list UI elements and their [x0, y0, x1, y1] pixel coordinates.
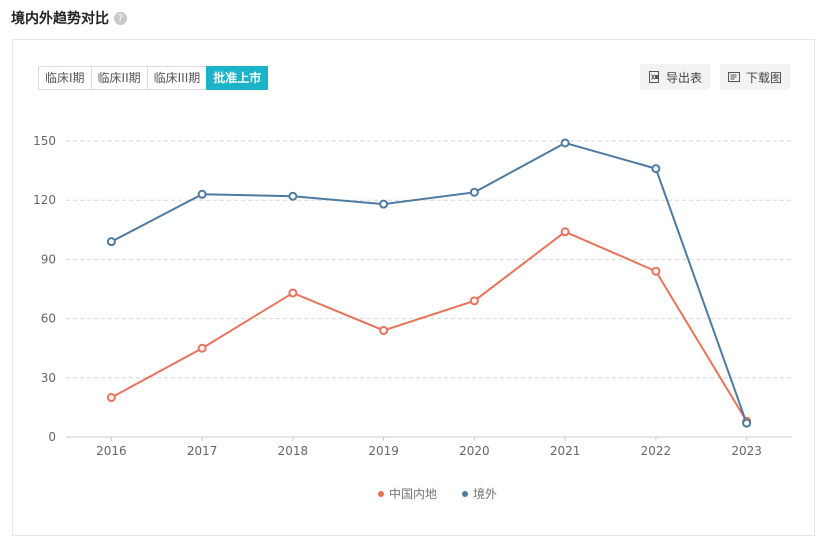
export-label: 导出表	[665, 70, 702, 85]
data-point	[651, 164, 661, 174]
y-tick-label: 120	[33, 193, 56, 207]
header: 境内外趋势对比 ?	[11, 8, 127, 28]
data-point	[651, 266, 661, 276]
legend-marker	[378, 491, 384, 497]
data-point	[197, 343, 207, 353]
tab-approved[interactable]: 批准上市	[206, 66, 269, 90]
excel-icon	[648, 71, 659, 83]
y-tick-label: 150	[33, 134, 56, 148]
data-point	[379, 325, 389, 335]
legend-marker	[462, 491, 468, 497]
phase-tabs: 临床I期 临床II期 临床III期 批准上市	[38, 66, 269, 90]
legend: 中国内地 境外	[378, 486, 497, 501]
data-point	[288, 288, 298, 298]
export-table-button[interactable]: 导出表	[639, 64, 710, 90]
data-point	[379, 199, 389, 209]
data-point	[560, 138, 570, 148]
axes: 0 30 60 90 120 150 2016 2017 2018 2019 2020 2021 202…	[33, 134, 792, 458]
series	[106, 138, 752, 428]
data-point	[469, 187, 479, 197]
legend-label: 境外	[473, 486, 497, 501]
x-tick-label: 2019	[368, 444, 399, 458]
tab-phase-1[interactable]: 临床I期	[38, 66, 92, 90]
y-tick-label: 90	[41, 252, 56, 266]
x-tick-label: 2021	[550, 444, 581, 458]
x-tick-label: 2020	[459, 444, 490, 458]
y-tick-label: 0	[48, 430, 56, 444]
data-point	[106, 393, 116, 403]
tab-phase-3[interactable]: 临床III期	[146, 66, 208, 90]
download-label: 下载图	[745, 70, 782, 85]
toolbar: 导出表 下载图	[639, 64, 790, 90]
data-point	[197, 189, 207, 199]
page-title: 境内外趋势对比	[11, 11, 109, 27]
series-line	[110, 141, 748, 424]
x-tick-label: 2023	[731, 444, 762, 458]
series-line	[110, 230, 748, 422]
chart-card: 临床I期 临床II期 临床III期 批准上市 导出表 下载图 0 30 60 90 12…	[12, 39, 815, 536]
x-tick-label: 2016	[96, 444, 127, 458]
legend-label: 中国内地	[389, 486, 437, 501]
download-chart-button[interactable]: 下载图	[719, 64, 790, 90]
y-tick-label: 30	[41, 371, 56, 385]
data-point	[742, 418, 752, 428]
y-tick-label: 60	[41, 312, 56, 326]
x-tick-label: 2022	[641, 444, 672, 458]
data-point	[560, 227, 570, 237]
grid-lines	[66, 140, 792, 379]
data-point	[288, 191, 298, 201]
x-tick-label: 2017	[187, 444, 218, 458]
image-icon	[727, 72, 740, 82]
help-icon[interactable]: ?	[114, 11, 127, 25]
x-tick-label: 2018	[278, 444, 309, 458]
data-point	[469, 296, 479, 306]
data-point	[106, 237, 116, 247]
trend-line-chart: 0 30 60 90 120 150 2016 2017 2018 2019 2020 2021 202…	[33, 134, 792, 501]
tab-phase-2[interactable]: 临床II期	[90, 66, 148, 90]
